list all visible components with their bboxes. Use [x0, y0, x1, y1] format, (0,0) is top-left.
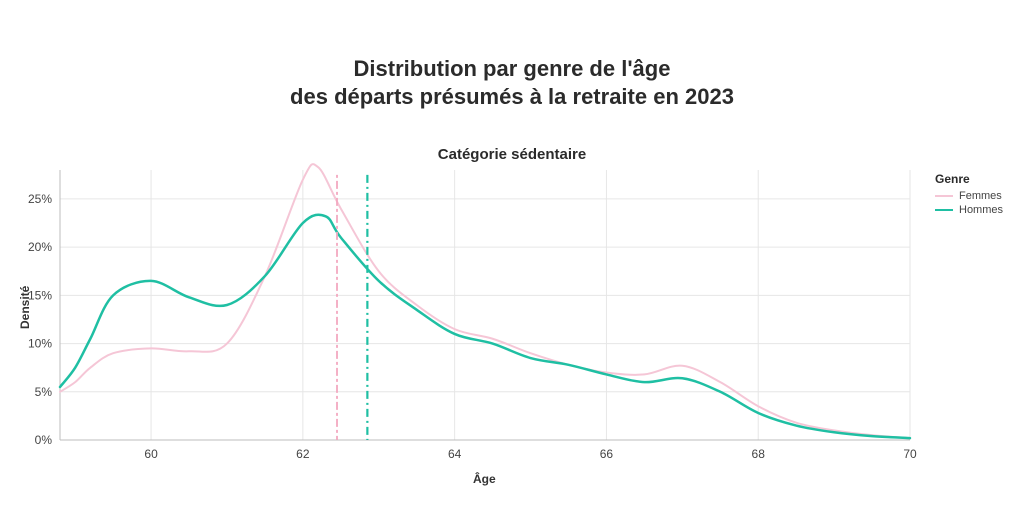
x-tick-label: 62: [296, 447, 310, 461]
legend-swatch: [935, 195, 953, 197]
legend-item-hommes: Hommes: [935, 204, 1003, 216]
x-tick-label: 64: [448, 447, 462, 461]
legend-title: Genre: [935, 172, 1003, 186]
y-tick-label: 0%: [35, 433, 53, 447]
y-tick-label: 20%: [28, 240, 52, 254]
density-chart: Distribution par genre de l'âge des dépa…: [0, 0, 1024, 509]
y-tick-label: 10%: [28, 337, 52, 351]
y-tick-label: 15%: [28, 288, 52, 302]
legend-label: Femmes: [959, 190, 1002, 202]
legend-item-femmes: Femmes: [935, 190, 1003, 202]
y-tick-label: 25%: [28, 192, 52, 206]
x-tick-label: 60: [144, 447, 158, 461]
plot-area: 0% 5% 10% 15% 20% 25% 60 62 64 66 68 70: [0, 0, 1024, 509]
legend-swatch: [935, 209, 953, 211]
series-hommes: [60, 215, 910, 438]
legend: Genre Femmes Hommes: [935, 172, 1003, 218]
x-tick-label: 70: [903, 447, 917, 461]
x-tick-label: 68: [752, 447, 766, 461]
y-tick-label: 5%: [35, 385, 53, 399]
x-tick-label: 66: [600, 447, 614, 461]
legend-label: Hommes: [959, 204, 1003, 216]
series-femmes: [60, 164, 910, 438]
